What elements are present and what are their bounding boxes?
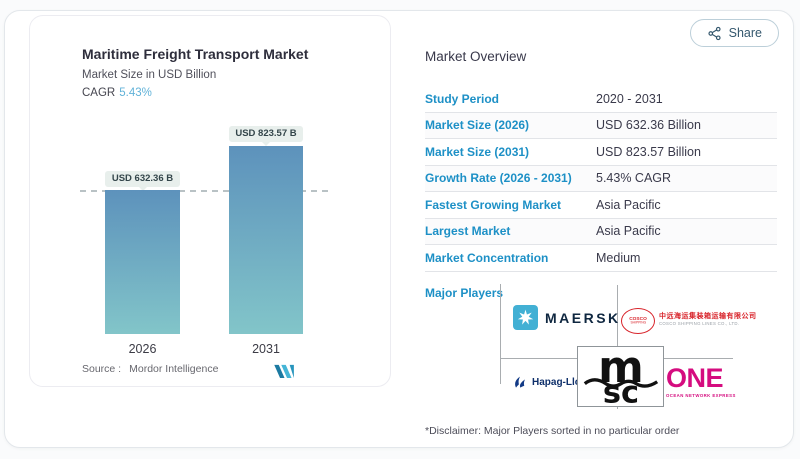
maersk-logo: MAERSK [513,305,621,330]
hapag-lloyd-icon [515,376,525,388]
chart-subtitle: Market Size in USD Billion [82,69,217,81]
overview-title: Market Overview [425,49,527,64]
cosco-logo: COSCO SHIPPING 中远海运集装箱运输有限公司 COSCO SHIPP… [621,308,771,334]
one-logo: ONE OCEAN NETWORK EXPRESS [666,363,736,400]
chart-source: Source : Mordor Intelligence [82,363,218,375]
reference-dashed-line [80,190,329,192]
one-wordmark: ONE [666,363,724,393]
table-row-study-period: Study Period 2020 - 2031 [425,86,777,113]
cosco-chinese-name: 中远海运集装箱运输有限公司 [659,313,757,320]
maersk-wordmark: MAERSK [545,309,621,326]
bar-value-label-2026: USD 632.36 B [105,171,180,191]
share-button[interactable]: Share [689,19,779,47]
disclaimer-text: *Disclaimer: Major Players sorted in no … [425,425,680,437]
svg-text:sc: sc [602,375,638,404]
hapag-lloyd-wordmark: Hapag-Lloyd [532,376,593,388]
source-label: Source : [82,363,122,375]
bar-2031 [229,146,303,334]
msc-logo: m sc [577,346,664,407]
major-players-label: Major Players [425,286,504,300]
bar-value-label-2031: USD 823.57 B [229,126,303,146]
table-row-market-size-2031: Market Size (2031) USD 823.57 Billion [425,139,777,166]
mordor-intelligence-logo-icon [274,364,294,378]
table-row-growth-rate: Growth Rate (2026 - 2031) 5.43% CAGR [425,165,777,192]
chart-cagr: CAGR 5.43% [82,87,152,99]
chart-panel: Maritime Freight Transport Market Market… [29,15,391,387]
table-row-market-size-2026: Market Size (2026) USD 632.36 Billion [425,112,777,139]
chart-title: Maritime Freight Transport Market [82,46,309,62]
cagr-value: 5.43% [119,87,152,99]
cosco-subtitle: COSCO SHIPPING LINES CO., LTD. [659,322,740,327]
bar-2026 [105,190,180,334]
source-brand: Mordor Intelligence [129,363,219,375]
one-subtitle: OCEAN NETWORK EXPRESS [666,394,736,399]
table-row-market-concentration: Market Concentration Medium [425,245,777,272]
table-row-largest-market: Largest Market Asia Pacific [425,218,777,245]
msc-wordmark-icon: m sc [583,349,658,405]
cagr-label: CAGR [82,87,116,99]
table-row-fastest-growing-market: Fastest Growing Market Asia Pacific [425,192,777,219]
x-axis-label-2031: 2031 [252,342,280,356]
overview-table: Study Period 2020 - 2031 Market Size (20… [425,86,777,272]
maersk-star-icon [513,305,538,330]
hapag-lloyd-logo: Hapag-Lloyd [513,375,593,389]
x-axis-label-2026: 2026 [128,342,157,356]
share-button-label: Share [728,26,762,40]
cosco-oval-icon: COSCO SHIPPING [621,308,655,334]
market-snapshot-card: Share Maritime Freight Transport Market … [4,10,794,448]
share-icon [708,26,721,40]
logo-grid-left-divider [500,284,501,384]
